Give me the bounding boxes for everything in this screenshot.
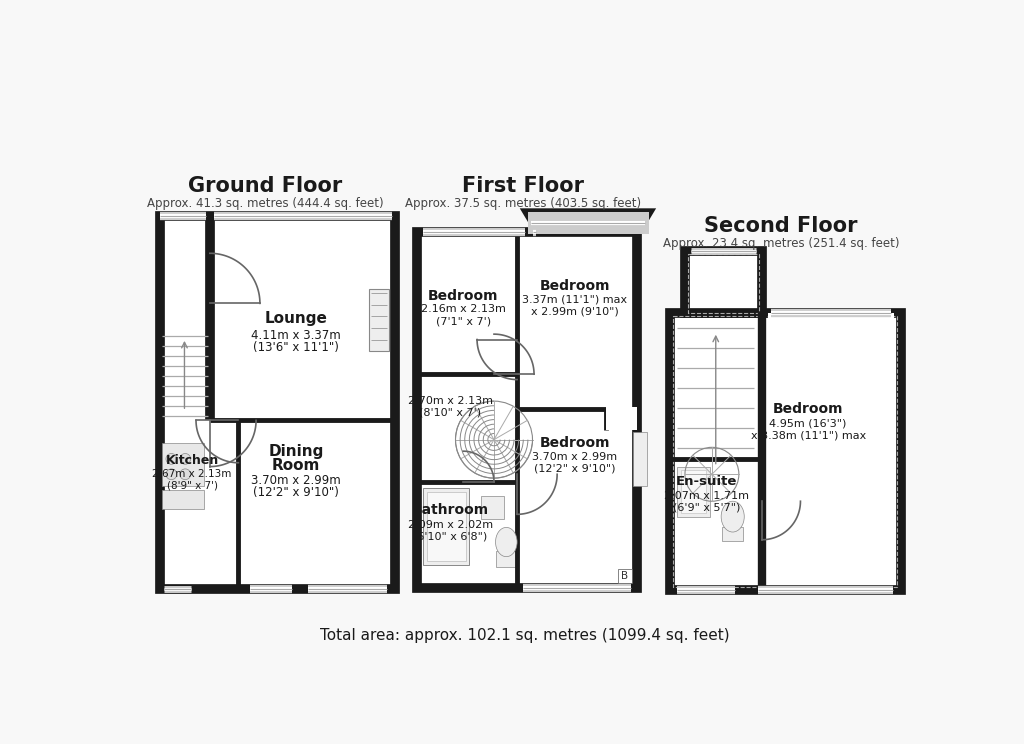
Text: Room: Room: [272, 458, 321, 472]
Text: (13'6" x 11'1"): (13'6" x 11'1"): [253, 341, 339, 354]
Bar: [670, 312, 900, 590]
Text: Approx. 23.4 sq. metres (251.4 sq. feet): Approx. 23.4 sq. metres (251.4 sq. feet): [663, 237, 899, 250]
Text: 2.16m x 2.13m: 2.16m x 2.13m: [421, 304, 506, 315]
Text: 4.95m (16'3"): 4.95m (16'3"): [769, 418, 847, 429]
Bar: [370, 289, 388, 351]
Text: x 2.99m (9'10"): x 2.99m (9'10"): [531, 306, 618, 316]
Text: (6'9" x 5'7"): (6'9" x 5'7"): [673, 502, 740, 513]
Text: 4.11m x 3.37m: 4.11m x 3.37m: [251, 329, 341, 342]
Text: Bathroom: Bathroom: [412, 504, 488, 518]
Bar: [162, 490, 205, 509]
Bar: [481, 496, 504, 519]
Bar: [417, 231, 637, 589]
Text: Ground Floor: Ground Floor: [188, 176, 342, 196]
Bar: [722, 527, 743, 540]
Bar: [634, 432, 647, 486]
Text: 2.67m x 2.13m: 2.67m x 2.13m: [153, 469, 231, 479]
Bar: [688, 254, 759, 312]
Text: (12'2" x 9'10"): (12'2" x 9'10"): [535, 464, 615, 474]
Circle shape: [180, 454, 190, 464]
Text: (7'1" x 7'): (7'1" x 7'): [435, 316, 490, 326]
Text: 3.37m (11'1") max: 3.37m (11'1") max: [522, 295, 628, 304]
Text: (8'10" x 7'): (8'10" x 7'): [419, 408, 481, 417]
Text: Bedroom: Bedroom: [540, 437, 610, 450]
Text: Approx. 37.5 sq. metres (403.5 sq. feet): Approx. 37.5 sq. metres (403.5 sq. feet): [406, 196, 641, 210]
Bar: [497, 551, 516, 567]
Text: Second Floor: Second Floor: [705, 217, 858, 237]
Bar: [617, 569, 632, 583]
Bar: [528, 213, 649, 234]
Bar: [685, 251, 762, 312]
Text: Bedroom: Bedroom: [773, 402, 844, 416]
Bar: [681, 470, 706, 513]
Bar: [427, 492, 466, 561]
Text: B: B: [622, 571, 629, 581]
Text: Dining: Dining: [268, 443, 324, 459]
Text: 3.70m x 2.99m: 3.70m x 2.99m: [532, 452, 617, 462]
Text: Approx. 41.3 sq. metres (444.4 sq. feet): Approx. 41.3 sq. metres (444.4 sq. feet): [147, 196, 384, 210]
Text: 2.70m x 2.13m: 2.70m x 2.13m: [408, 396, 493, 406]
Text: En-suite: En-suite: [676, 475, 737, 489]
Text: 2.09m x 2.02m: 2.09m x 2.02m: [408, 520, 493, 530]
Text: 2.07m x 1.71m: 2.07m x 1.71m: [664, 491, 749, 501]
Text: First Floor: First Floor: [462, 176, 585, 196]
Circle shape: [180, 469, 190, 480]
Circle shape: [166, 454, 177, 464]
Bar: [423, 488, 469, 565]
Bar: [162, 443, 205, 486]
Text: Lounge: Lounge: [264, 311, 328, 326]
Text: Bedroom: Bedroom: [428, 289, 499, 303]
Text: (8'9" x 7'): (8'9" x 7'): [167, 480, 218, 490]
Bar: [160, 217, 394, 589]
Text: 3.70m x 2.99m: 3.70m x 2.99m: [251, 474, 341, 487]
Text: (6'10" x 6'8"): (6'10" x 6'8"): [413, 532, 487, 542]
Text: x 3.38m (11'1") max: x 3.38m (11'1") max: [751, 430, 865, 440]
Text: (12'2" x 9'10"): (12'2" x 9'10"): [253, 487, 339, 499]
Circle shape: [166, 469, 177, 480]
Text: Total area: approx. 102.1 sq. metres (1099.4 sq. feet): Total area: approx. 102.1 sq. metres (10…: [319, 629, 730, 644]
Bar: [677, 466, 710, 516]
Polygon shape: [527, 213, 649, 231]
Text: Kitchen: Kitchen: [166, 454, 219, 467]
Text: Bedroom: Bedroom: [540, 279, 610, 292]
Ellipse shape: [496, 527, 517, 557]
Bar: [673, 315, 897, 587]
Bar: [768, 312, 894, 341]
Ellipse shape: [721, 501, 744, 532]
Bar: [606, 406, 637, 429]
